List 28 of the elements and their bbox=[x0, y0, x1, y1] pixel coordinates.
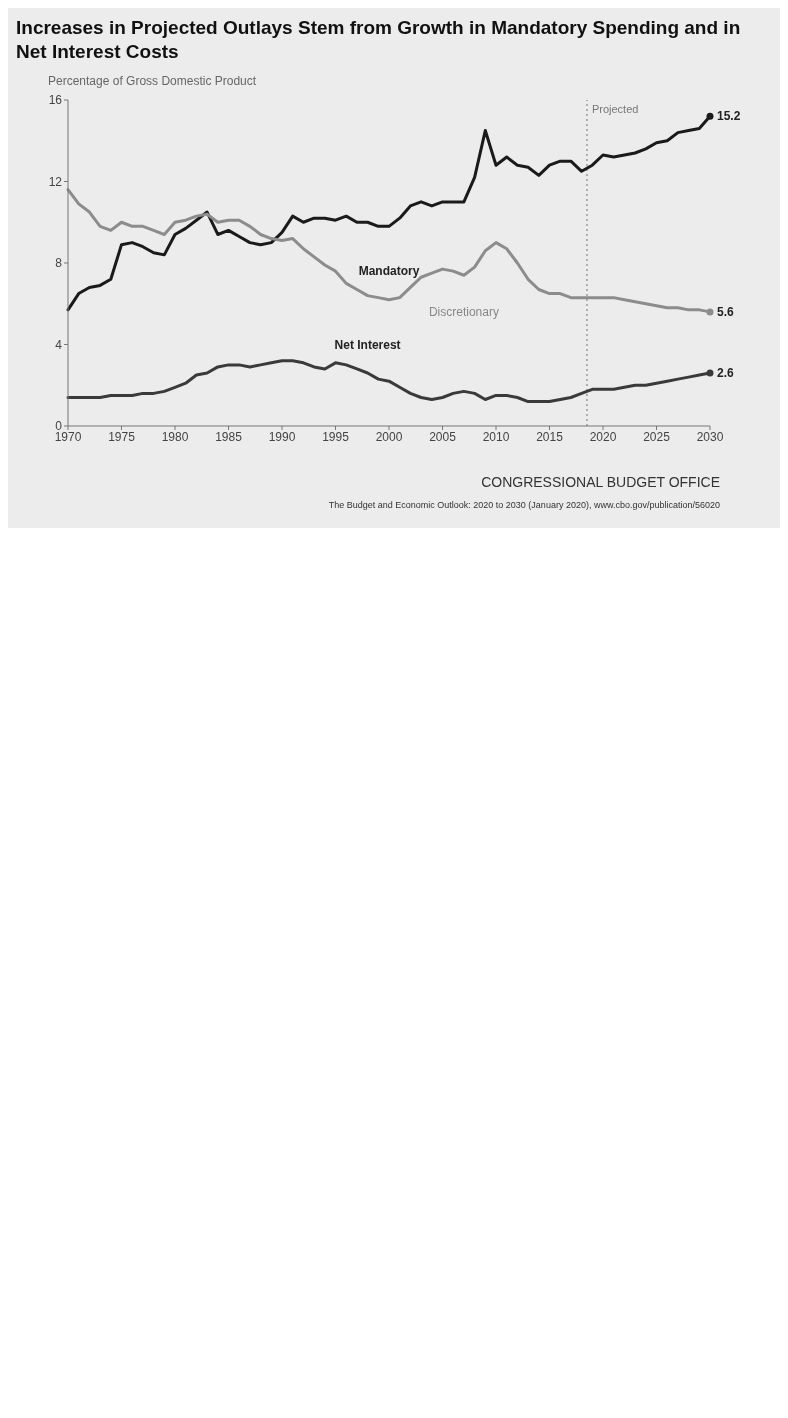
data-label: 15.2 bbox=[717, 109, 741, 124]
x-tick-label: 1975 bbox=[108, 429, 136, 444]
y-axis-title: Percentage of Gross Domestic Product bbox=[48, 74, 257, 88]
data-label: 2.6 bbox=[717, 366, 735, 381]
y-tick-label: 4 bbox=[55, 337, 63, 352]
x-tick-label: 2020 bbox=[589, 429, 617, 444]
x-tick-label: 2015 bbox=[536, 429, 564, 444]
x-tick-label: 2025 bbox=[643, 429, 671, 444]
text: Discretionary bbox=[428, 305, 499, 320]
ref-line-label: Projected bbox=[591, 102, 639, 115]
y-tick-label: 12 bbox=[48, 174, 63, 189]
text: The Budget and Economic Outlook: 2020 to 2030 (January 2020), www.cbo.gov/publication/56020 bbox=[328, 500, 720, 510]
text: Mandatory bbox=[358, 264, 420, 279]
x-tick-label: 2010 bbox=[482, 429, 510, 444]
chart-title: Increases in Projected Outlays Stem from Growth in Mandatory Spending and in Net Interest Costs bbox=[16, 16, 742, 64]
x-tick-label: 1980 bbox=[161, 429, 189, 444]
x-tick-label: 2030 bbox=[696, 429, 724, 444]
data-label: 5.6 bbox=[717, 304, 735, 319]
x-tick-label: 1995 bbox=[322, 429, 350, 444]
x-tick-label: 1970 bbox=[54, 429, 82, 444]
x-tick-label: 2005 bbox=[429, 429, 457, 444]
series-label: Net Interest bbox=[334, 337, 401, 352]
x-tick-label: 1990 bbox=[268, 429, 296, 444]
y-tick-label: 8 bbox=[55, 256, 63, 271]
text: CONGRESSIONAL BUDGET OFFICE bbox=[481, 474, 720, 490]
x-tick-label: 1985 bbox=[215, 429, 243, 444]
y-tick-label: 16 bbox=[48, 93, 63, 108]
x-tick-label: 2000 bbox=[375, 429, 403, 444]
